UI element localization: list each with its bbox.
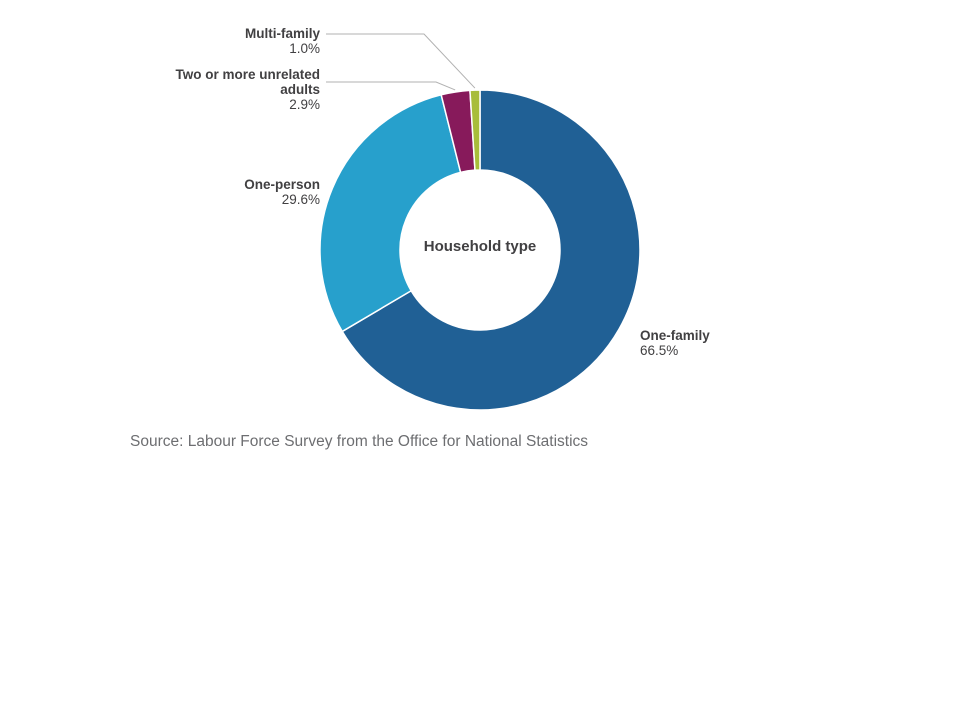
slice-value-multi-family: 1.0% (289, 41, 320, 56)
slice-label-one-family: One-family 66.5% (640, 328, 710, 358)
slice-name-two-or-more-unrelated-adults: Two or more unrelated adults (175, 67, 320, 97)
leader-line-two-or-more-unrelated-adults (326, 81, 456, 91)
slice-name-multi-family: Multi-family (244, 26, 320, 41)
source-note: Source: Labour Force Survey from the Off… (130, 433, 589, 450)
donut-chart: Household type One-family 66.5% One-pers… (150, 26, 710, 411)
donut-chart-svg (319, 33, 641, 411)
slice-label-two-or-more-unrelated-adults: Two or more unrelated adults 2.9% (150, 67, 320, 112)
slice-name-one-family: One-family (640, 328, 710, 343)
slice-value-one-person: 29.6% (281, 192, 320, 207)
slice-value-one-family: 66.5% (640, 343, 679, 358)
donut-center-label: Household type (423, 238, 537, 255)
slice-label-multi-family: Multi-family 1.0% (245, 26, 320, 56)
slice-value-two-or-more-unrelated-adults: 2.9% (289, 97, 320, 112)
slice-name-one-person: One-person (244, 177, 320, 192)
donut-slice-one-family (341, 89, 641, 411)
donut-slice-multi-family (469, 89, 481, 171)
leader-line-multi-family (326, 33, 476, 89)
donut-slice-one-person (319, 93, 462, 333)
slice-label-one-person: One-person 29.6% (244, 177, 320, 207)
